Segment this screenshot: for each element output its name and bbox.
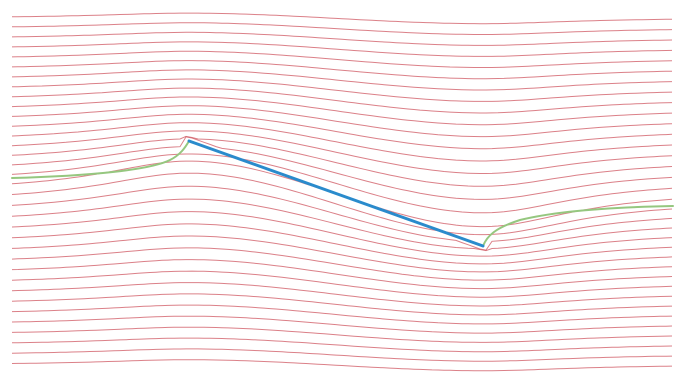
streamline: [11, 337, 673, 353]
streamline: [12, 22, 673, 35]
streamline: [11, 185, 673, 251]
streamline: [11, 160, 673, 228]
streamline: [11, 315, 673, 334]
streamline: [11, 359, 673, 372]
streamline: [11, 211, 673, 257]
streamline: [11, 130, 673, 174]
streamline: [11, 247, 673, 281]
streamline: [11, 113, 673, 150]
streamline: [11, 31, 673, 46]
streamline: [11, 304, 673, 325]
separating-streamline: [11, 140, 190, 179]
streamline: [11, 153, 673, 214]
streamline: [11, 50, 673, 68]
streamline: [11, 69, 673, 91]
separating-streamline: [482, 205, 674, 247]
segment-group: [187, 139, 485, 248]
streamline: [11, 348, 673, 362]
streamline: [11, 78, 673, 102]
streamline-group: [11, 12, 673, 372]
streamline: [11, 136, 673, 200]
streamline: [11, 105, 673, 138]
streamline: [11, 293, 673, 316]
separating-streamline-group: [11, 140, 674, 247]
streamline: [11, 96, 673, 126]
streamline: [11, 270, 673, 298]
inclined-segment: [187, 139, 485, 248]
streamline: [11, 172, 673, 236]
streamline: [11, 135, 673, 187]
streamline: [11, 60, 673, 80]
streamline: [11, 122, 673, 162]
streamline: [11, 282, 673, 307]
streamline: [11, 223, 673, 265]
streamline: [11, 87, 673, 114]
streamline: [11, 235, 673, 273]
streamline: [11, 259, 673, 290]
streamline: [11, 41, 673, 57]
streamline: [11, 198, 673, 252]
streamline: [11, 12, 672, 25]
streamline: [11, 326, 673, 343]
